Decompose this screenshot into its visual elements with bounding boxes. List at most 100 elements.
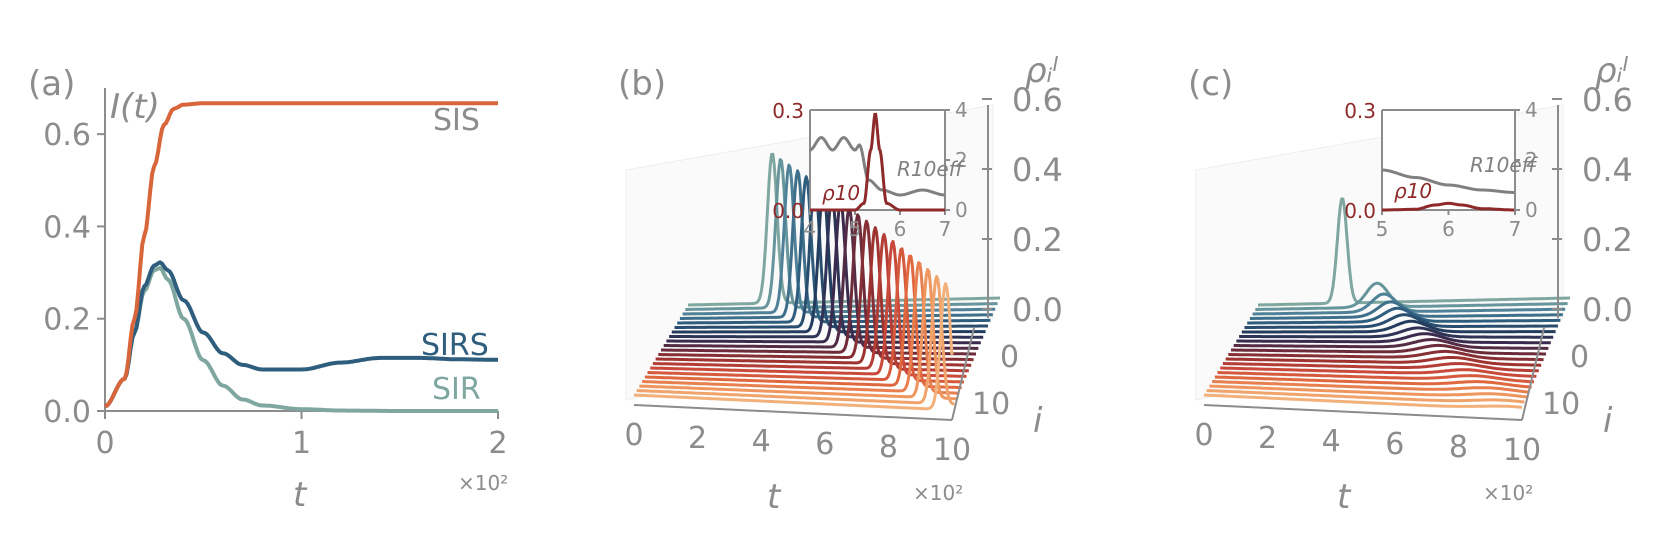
panel-b-inset-rho-label: ρ10	[822, 181, 860, 205]
panel-c-ytick-0: 0	[1570, 340, 1589, 375]
panel-c-ytick-10: 10	[1542, 387, 1580, 422]
panel-b-ytick-10: 10	[972, 387, 1010, 422]
panel_b-inset-ytick-left: 0.0	[772, 199, 804, 223]
panel_c-ridge-layer-0	[1257, 197, 1571, 307]
panel_c-ridge-layer-17	[1211, 380, 1530, 394]
panel_c-ridge-layer-15	[1217, 371, 1535, 384]
legend-sir: SIR	[432, 372, 481, 407]
panel_c-ridge-layer-8	[1236, 332, 1551, 345]
panel-c-i-axis	[1521, 327, 1545, 421]
panel-c-inset-rho-label: ρ10	[1394, 179, 1432, 203]
panel_c-ridge-layer-13	[1222, 362, 1539, 373]
panel_b-ridge-layer-19	[636, 275, 955, 406]
panel_c-xtick-label: 10	[1503, 433, 1541, 468]
panel_b-ridge-layer-20	[633, 282, 954, 411]
panel-b-ylabel: i	[1033, 401, 1043, 441]
panel-b-zticks: 0.0 0.2 0.4 0.6	[982, 81, 1063, 329]
panel_b-inset-ytick-right: 4	[955, 98, 968, 122]
legend-sis: SIS	[433, 103, 480, 138]
panel-a-label: (a)	[28, 64, 75, 104]
panel-a-xtick-label: 2	[488, 426, 507, 461]
panel_c-xtick-label: 6	[1385, 427, 1404, 462]
panel-c-inset-bg	[1382, 110, 1515, 210]
panel_b-ridge-layer-13	[652, 233, 969, 373]
panel_b-inset-ytick-right: 0	[955, 198, 968, 222]
panel-b-inset-ticks: 0.0 0.3 0 2 4 4 5 6 7	[772, 98, 968, 241]
panel_b-ridge-layer-17	[641, 261, 960, 395]
panel-a: (a) I(t) 0.0 0.2 0.4 0.6 0 1 2 SIS SIRS SIR t…	[28, 64, 508, 515]
panel-b-xlabel: t	[767, 477, 782, 517]
panel_b-ridge-layer-8	[666, 201, 981, 345]
panel_b-inset-xtick-label: 5	[849, 217, 862, 241]
panel-b-ytick-0: 0	[1000, 340, 1019, 375]
panel_b-inset-xtick-label: 7	[939, 217, 952, 241]
panel_c-inset-ytick-right: 2	[1525, 148, 1538, 172]
panel-b-x-multiplier: ×10²	[913, 481, 963, 505]
panel-a-ytick-label: 0.2	[43, 303, 91, 338]
panel-a-yticks: 0.0 0.2 0.4 0.6	[43, 118, 105, 430]
panel-b-xticks: 0 2 4 6 8 10	[624, 418, 971, 468]
panel_c-ridge-layer-16	[1214, 375, 1532, 389]
panel-c-inset-R-label: R10eff	[1470, 153, 1539, 177]
panel_c-xtick-label: 8	[1449, 430, 1468, 465]
panel_c-ridge-layer-20	[1203, 393, 1523, 409]
panel-b: (b) ρᵢˡ 0 2 4 6 8 10 0.0 0.2 0.4 0.6 0 10 i t ×1…	[618, 51, 1063, 517]
panel_c-ridge-layer-18	[1209, 384, 1528, 399]
panel_c-ridge-layer-10	[1230, 343, 1547, 356]
panel-a-xtick-label: 1	[292, 426, 311, 461]
panel-c-x-multiplier: ×10²	[1483, 481, 1533, 505]
panel_b-xtick-label: 0	[624, 418, 643, 453]
panel_c-inset-ytick-right: 0	[1525, 198, 1538, 222]
panel-a-ylabel: I(t)	[110, 87, 160, 127]
panel_c-ridge-layer-19	[1206, 389, 1525, 404]
panel_b-inset-ytick-left: 0.3	[772, 99, 804, 123]
panel-b-t-axis	[633, 404, 953, 421]
panel-a-ytick-label: 0.4	[43, 210, 91, 245]
panel_c-xtick-label: 0	[1194, 418, 1213, 453]
panel_b-ztick-label: 0.0	[1012, 291, 1063, 329]
panel_b-ridge-layer-16	[644, 254, 962, 390]
panel-a-x-multiplier: ×10²	[458, 471, 508, 495]
panel-a-lines	[104, 101, 498, 413]
panel_c-xtick-label: 4	[1322, 424, 1341, 459]
panel-c-inset-R10eff-line	[1382, 168, 1515, 194]
panel-a-line-sirs	[104, 260, 498, 409]
panel-b-label: (b)	[618, 64, 666, 104]
panel-c-zticks: 0.0 0.2 0.4 0.6	[1552, 81, 1633, 329]
panel_b-inset-xtick-label: 4	[804, 217, 817, 241]
panel-c-ridges	[1203, 197, 1571, 409]
panel_b-ztick-label: 0.4	[1012, 151, 1063, 189]
panel-c-inset-ticks: 0.0 0.3 0 2 4 5 6 7	[1344, 98, 1538, 241]
panel_b-inset-ytick-right: 2	[955, 148, 968, 172]
panel-b-inset-rho10-line	[810, 112, 945, 212]
panel-c-inset-rho10-line	[1382, 201, 1515, 212]
panel_c-ridge-layer-4	[1247, 306, 1561, 325]
panel_c-inset-xtick-label: 7	[1509, 217, 1522, 241]
panel-a-ytick-label: 0.0	[43, 395, 91, 430]
panel-a-line-sir	[104, 265, 498, 413]
panel-c-label: (c)	[1188, 64, 1233, 104]
panel_b-xtick-label: 6	[815, 427, 834, 462]
panel_c-inset-ytick-left: 0.0	[1344, 199, 1376, 223]
panel-c-ylabel: i	[1603, 401, 1613, 441]
panel_c-ridge-layer-5	[1244, 313, 1559, 329]
panel-c-xticks: 0 2 4 6 8 10	[1194, 418, 1541, 468]
panel_c-xtick-label: 2	[1258, 421, 1277, 456]
panel-a-ytick-label: 0.6	[43, 118, 91, 153]
panel_c-inset-xtick-label: 6	[1442, 217, 1455, 241]
panel_c-ridge-layer-9	[1233, 338, 1549, 350]
panel_c-inset-ytick-right: 4	[1525, 98, 1538, 122]
panel-c-xlabel: t	[1337, 477, 1352, 517]
panel-b-i-axis	[951, 327, 975, 421]
panel_b-ridge-layer-10	[660, 213, 977, 356]
panel_b-ztick-label: 0.2	[1012, 221, 1063, 259]
panel_c-ztick-label: 0.0	[1582, 291, 1633, 329]
panel_c-ridge-layer-7	[1238, 326, 1554, 339]
panel_c-inset-ytick-left: 0.3	[1344, 99, 1376, 123]
panel-a-xticks: 0 1 2	[95, 411, 508, 461]
panel-c-inset: 0.0 0.3 0 2 4 5 6 7 ρ10 R10eff	[1344, 98, 1538, 241]
panel_c-inset-xtick-label: 5	[1376, 217, 1389, 241]
panel_b-xtick-label: 4	[752, 424, 771, 459]
legend-sirs: SIRS	[421, 328, 489, 363]
